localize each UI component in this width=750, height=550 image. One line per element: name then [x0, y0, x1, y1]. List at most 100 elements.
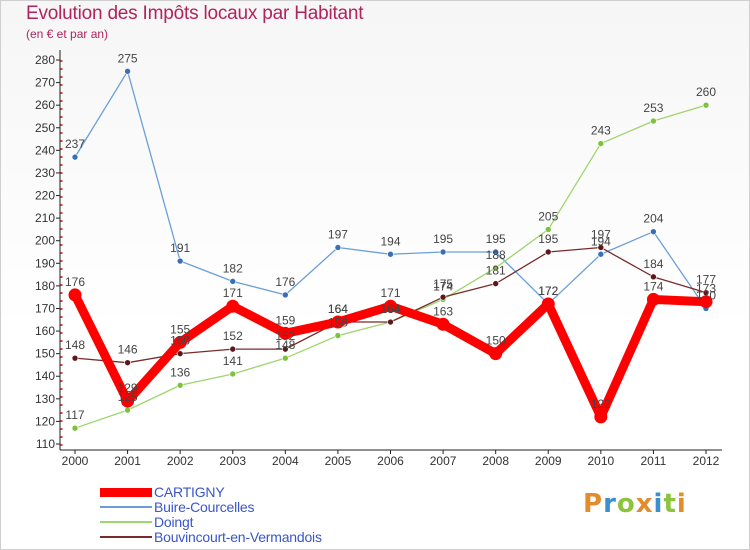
data-label: 253: [643, 101, 663, 115]
data-point: [650, 117, 657, 125]
data-point: [71, 424, 79, 432]
data-label: 129: [118, 381, 138, 395]
y-tick-label: 120: [35, 414, 55, 428]
data-label: 195: [486, 232, 506, 246]
data-point: [68, 288, 82, 302]
y-tick-label: 160: [35, 324, 55, 338]
data-point: [650, 273, 657, 281]
data-label: 125: [118, 390, 138, 404]
x-tick-label: 2008: [482, 454, 509, 468]
data-label: 152: [275, 329, 295, 343]
data-label: 163: [433, 304, 453, 318]
x-tick-label: 2003: [219, 454, 246, 468]
data-point: [226, 299, 240, 313]
legend-label: Bouvincourt-en-Vermandois: [154, 529, 322, 545]
data-label: 195: [433, 232, 453, 246]
x-tick-label: 2012: [693, 454, 720, 468]
data-point: [492, 264, 499, 272]
y-tick-label: 190: [35, 256, 55, 270]
data-label: 152: [223, 329, 243, 343]
data-label: 182: [223, 261, 243, 275]
x-tick-label: 2004: [272, 454, 299, 468]
data-point: [544, 248, 552, 256]
data-label: 164: [380, 302, 400, 316]
data-label: 136: [170, 365, 190, 379]
x-tick-label: 2001: [114, 454, 141, 468]
data-point: [71, 354, 79, 362]
data-point: [439, 248, 447, 256]
x-tick-label: 2005: [325, 454, 352, 468]
data-point: [597, 250, 605, 258]
y-tick-label: 170: [35, 301, 55, 315]
data-point: [594, 410, 608, 424]
data-point: [544, 226, 552, 233]
data-label: 122: [591, 397, 611, 411]
data-point: [597, 244, 605, 251]
data-label: 181: [486, 264, 506, 278]
data-label: 117: [65, 408, 84, 422]
data-label: 158: [328, 316, 348, 330]
data-point: [173, 335, 187, 349]
data-label: 184: [643, 257, 663, 271]
logo-letter: i: [676, 489, 687, 519]
data-point: [650, 228, 657, 235]
y-tick-label: 150: [35, 347, 55, 361]
data-point: [492, 248, 499, 256]
y-tick-label: 260: [35, 98, 55, 112]
data-point: [702, 101, 710, 109]
y-tick-label: 280: [35, 53, 55, 67]
data-label: 237: [65, 137, 85, 151]
data-label: 197: [328, 227, 348, 241]
y-tick-label: 140: [35, 369, 55, 383]
data-label: 188: [486, 248, 506, 262]
data-point: [229, 370, 237, 378]
data-label: 177: [696, 273, 716, 287]
data-label: 191: [170, 241, 190, 255]
data-label: 243: [591, 124, 611, 138]
data-point: [124, 406, 131, 414]
data-point: [278, 326, 292, 340]
data-point: [387, 250, 394, 258]
data-point: [282, 345, 289, 353]
data-label: 197: [591, 227, 611, 241]
x-tick-label: 2002: [167, 454, 194, 468]
data-label: 176: [275, 275, 295, 289]
data-point: [229, 345, 237, 353]
x-tick-label: 2009: [535, 454, 562, 468]
y-tick-label: 130: [35, 392, 55, 406]
data-label: 164: [380, 302, 400, 316]
y-tick-label: 230: [35, 166, 55, 180]
data-point: [176, 257, 184, 265]
logo-letter: t: [663, 489, 677, 519]
legend-label: CARTIGNY: [154, 484, 225, 500]
data-label: 141: [223, 354, 243, 368]
data-point: [387, 318, 394, 326]
logo-letter: x: [635, 489, 654, 519]
chart-title: Evolution des Impôts locaux par Habitant: [26, 3, 364, 24]
x-tick-label: 2007: [430, 454, 457, 468]
data-label: 205: [538, 209, 558, 223]
data-label: 159: [275, 313, 295, 327]
data-point: [71, 153, 79, 161]
data-label: 194: [380, 234, 400, 248]
data-point: [436, 317, 450, 331]
data-label: 172: [538, 284, 558, 298]
y-tick-label: 180: [35, 279, 55, 293]
logo-letter: r: [603, 489, 617, 519]
legend-label: Buire-Courcelles: [154, 499, 255, 515]
logo-letter: i: [653, 489, 664, 519]
data-label: 176: [65, 275, 85, 289]
data-label: 164: [328, 302, 348, 316]
y-tick-label: 220: [35, 189, 55, 203]
proxiti-logo: Proxiti: [583, 489, 687, 519]
data-point: [597, 140, 605, 147]
data-point: [282, 354, 289, 362]
legend-swatch: [100, 506, 152, 508]
y-tick-label: 240: [35, 143, 55, 157]
data-point: [492, 280, 499, 287]
data-label: 170: [696, 288, 716, 302]
data-label: 150: [170, 334, 190, 348]
legend-swatch: [100, 521, 152, 523]
